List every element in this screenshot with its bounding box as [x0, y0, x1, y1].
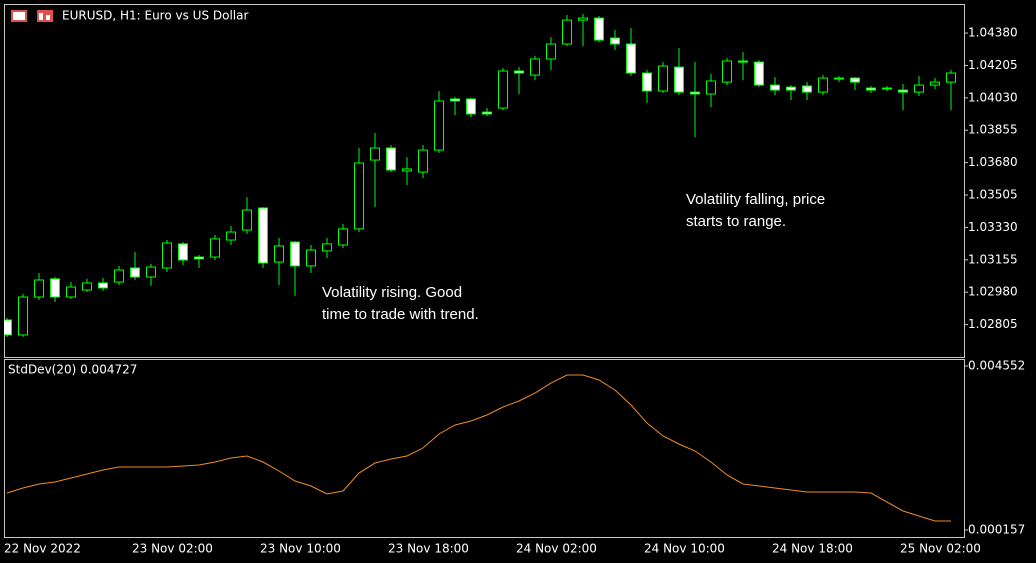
annotation: starts to range. — [686, 213, 786, 230]
candle-body — [626, 43, 636, 74]
x-tick-label: 23 Nov 18:00 — [388, 542, 469, 556]
candle-body — [530, 58, 540, 76]
candle-body — [418, 149, 428, 173]
symbol-icons — [11, 10, 53, 22]
candle-body — [130, 267, 140, 278]
candle-body — [722, 60, 732, 83]
candle-body — [50, 278, 60, 298]
candle-body — [482, 111, 492, 115]
candle-body — [818, 77, 828, 93]
candle-body — [66, 286, 76, 298]
y-tick-label: 1.03330 — [968, 220, 1018, 234]
candle-body — [770, 84, 780, 91]
candle-body — [802, 85, 812, 93]
x-tick-label: 25 Nov 02:00 — [900, 542, 981, 556]
annotation: time to trade with trend. — [322, 306, 479, 323]
candle-body — [450, 98, 460, 102]
candle-body — [898, 89, 908, 93]
annotation: Volatility rising. Good — [322, 284, 462, 301]
candle-body — [578, 17, 588, 21]
candle-body — [274, 245, 284, 263]
main-frame — [4, 4, 965, 358]
y-tick-label: 0.000157 — [968, 522, 1025, 536]
y-tick-label: 1.02805 — [968, 317, 1018, 331]
candle-body — [146, 266, 156, 278]
candle-body — [306, 249, 316, 267]
candle-body — [498, 70, 508, 109]
indicator-frame — [4, 359, 965, 538]
y-tick-label: 0.004552 — [968, 359, 1025, 373]
candle-body — [226, 231, 236, 241]
indicator-title: StdDev(20) 0.004727 — [8, 363, 137, 377]
candle-body — [514, 70, 524, 74]
x-tick-label: 24 Nov 18:00 — [772, 542, 853, 556]
candle-body — [866, 87, 876, 91]
y-tick-label: 1.04030 — [968, 90, 1018, 104]
indicator-line — [6, 374, 951, 522]
candle-body — [386, 147, 396, 171]
candle-body — [322, 243, 332, 252]
candle-body — [754, 61, 764, 86]
candle-body — [786, 86, 796, 91]
y-tick-label: 1.03505 — [968, 188, 1018, 202]
chart-title: EURUSD, H1: Euro vs US Dollar — [62, 9, 248, 23]
x-tick-label: 23 Nov 02:00 — [132, 542, 213, 556]
candle-body — [242, 209, 252, 231]
y-tick-label: 1.02980 — [968, 285, 1018, 299]
candle-body — [34, 279, 44, 298]
x-tick-label: 23 Nov 10:00 — [260, 542, 341, 556]
candle-body — [338, 228, 348, 246]
candle-body — [194, 256, 204, 260]
candle-body — [674, 66, 684, 93]
candle-body — [370, 147, 380, 161]
candle-body — [642, 72, 652, 92]
candle-body — [162, 242, 172, 269]
candle-body — [114, 269, 124, 283]
candle-body — [82, 282, 92, 291]
candle-body — [210, 238, 220, 258]
annotation: Volatility falling, price — [686, 191, 825, 208]
candle-body — [882, 87, 892, 90]
x-tick-label: 24 Nov 10:00 — [644, 542, 725, 556]
x-tick-label: 24 Nov 02:00 — [516, 542, 597, 556]
candle-body — [178, 243, 188, 261]
candle-body — [546, 43, 556, 60]
candle-body — [98, 282, 108, 289]
candle-body — [946, 72, 956, 83]
candle-body — [18, 296, 28, 336]
candle-body — [610, 37, 620, 45]
y-tick-label: 1.03155 — [968, 252, 1018, 266]
y-tick-label: 1.03680 — [968, 155, 1018, 169]
candle-body — [738, 60, 748, 63]
candle-body — [850, 77, 860, 83]
candle-body — [562, 19, 572, 45]
candle-body — [930, 81, 940, 86]
candle-body — [290, 241, 300, 267]
candle-body — [258, 207, 268, 264]
candle-body — [594, 17, 604, 41]
candle-body — [4, 319, 12, 336]
candle-body — [706, 80, 716, 95]
candle-body — [354, 162, 364, 230]
candle-body — [834, 77, 844, 80]
candle-body — [658, 65, 668, 92]
x-tick-label: 22 Nov 2022 — [4, 542, 81, 556]
candle-body — [690, 91, 700, 95]
candle-body — [402, 168, 412, 172]
candle-body — [434, 100, 444, 151]
y-tick-label: 1.03855 — [968, 123, 1018, 137]
candle-body — [914, 84, 924, 93]
y-tick-label: 1.04380 — [968, 26, 1018, 40]
candle-body — [466, 98, 476, 115]
y-tick-label: 1.04205 — [968, 58, 1018, 72]
